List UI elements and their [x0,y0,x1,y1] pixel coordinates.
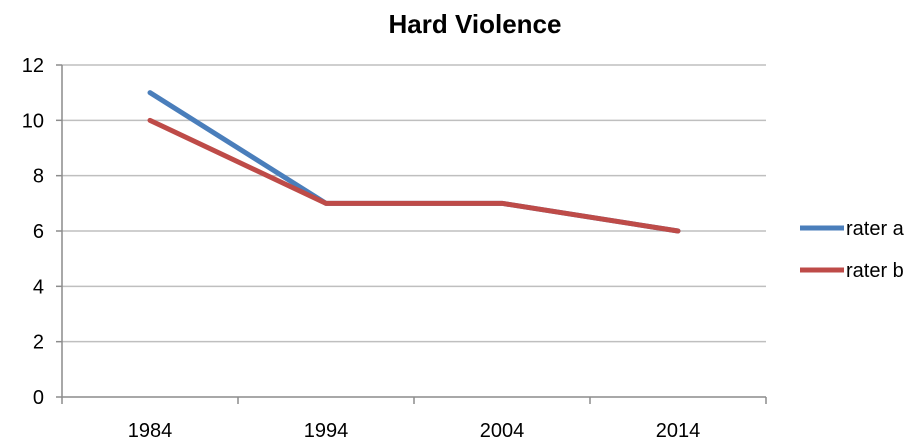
series-lines [147,90,681,234]
x-tick-label: 2004 [480,420,525,442]
y-tick-label: 0 [33,387,44,409]
x-tick-label: 2014 [656,420,701,442]
x-tick-label: 1994 [304,420,349,442]
y-tick-label: 2 [33,332,44,354]
legend: rater a rater b [800,218,905,282]
series-line-rater-b [147,117,681,234]
chart-title: Hard Violence [389,9,562,39]
series-line-rater-a [147,90,681,234]
legend-label: rater a [846,218,905,240]
y-tick-label: 12 [22,55,44,77]
gridlines [62,64,766,343]
axes [56,64,767,404]
y-tick-label: 10 [22,110,44,132]
y-tick-label: 8 [33,166,44,188]
y-tick-label: 4 [33,276,44,298]
y-tick-label: 6 [33,221,44,243]
x-tick-labels: 1984 1994 2004 2014 [128,420,701,442]
y-tick-labels: 0 2 4 6 8 10 12 [22,55,44,409]
x-tick-label: 1984 [128,420,173,442]
legend-label: rater b [846,260,904,282]
